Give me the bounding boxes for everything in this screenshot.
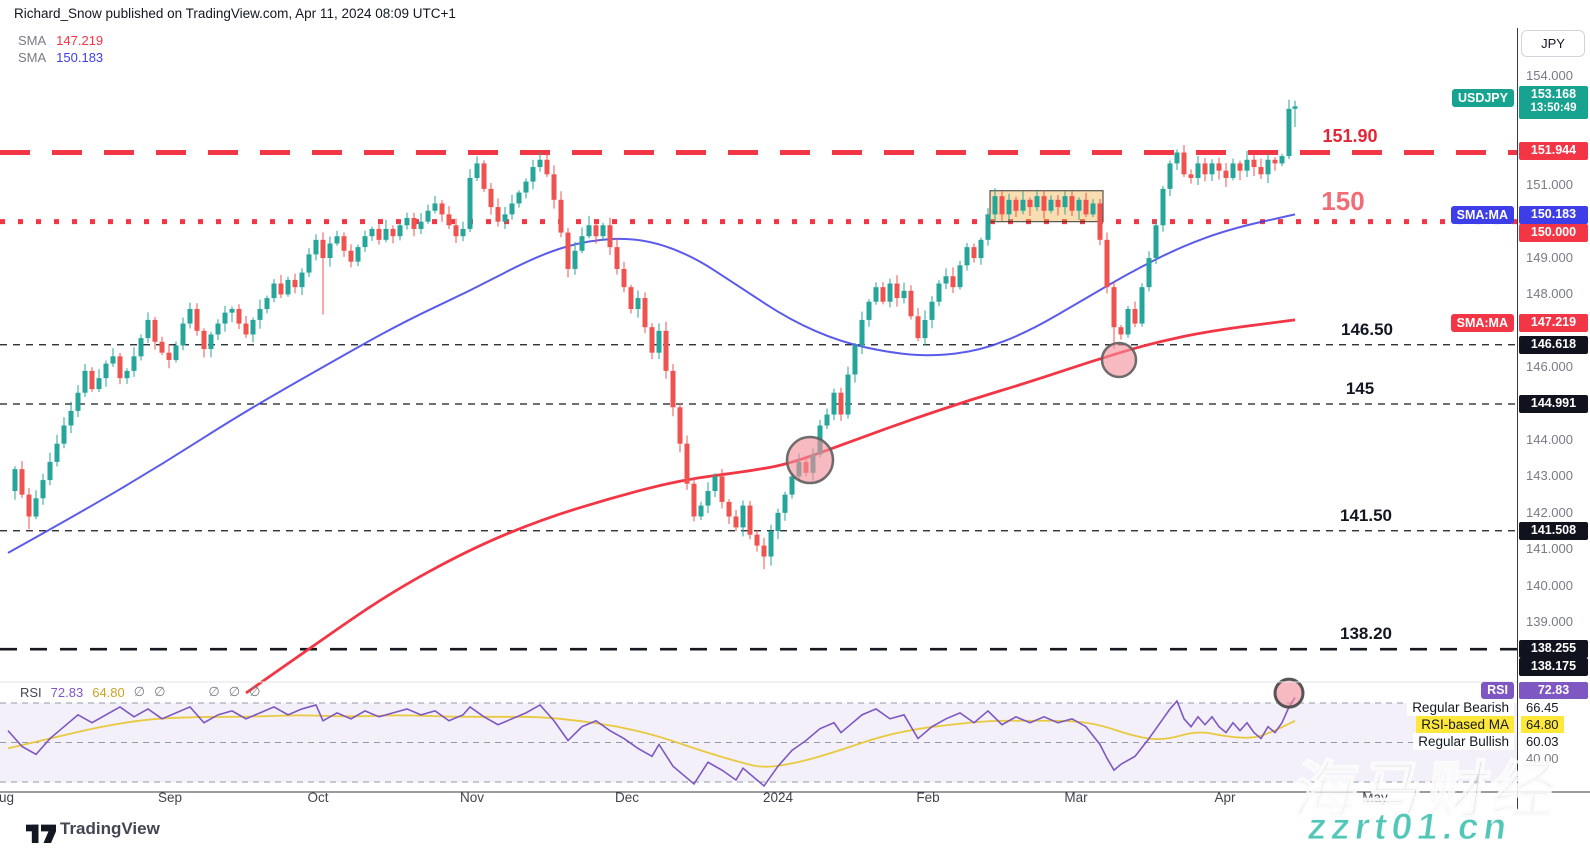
time-label-Oct: Oct xyxy=(307,790,329,805)
series-tag-RSI: RSI xyxy=(1481,682,1514,699)
rsi-row-value-3: 40.00 xyxy=(1526,751,1559,766)
level-label-150: 150 xyxy=(1321,185,1365,216)
sma-fast-value: 147.219 xyxy=(56,33,104,48)
series-tag-SMA:MA: SMA:MA xyxy=(1450,205,1514,224)
time-label-Apr: Apr xyxy=(1214,790,1236,805)
rsi-legend[interactable]: RSI 72.83 64.80 ∅ ∅ ∅ ∅ ∅ xyxy=(20,684,260,700)
rsi-legend-value-4: ∅ xyxy=(154,684,166,699)
price-badge-153.168: 153.168 13:50:49 xyxy=(1519,85,1588,119)
highlight-circle-0[interactable] xyxy=(785,435,835,485)
price-badge-151.944: 151.944 xyxy=(1519,141,1588,160)
price-tick-148.000: 148.000 xyxy=(1526,286,1573,302)
rsi-row-label-0: Regular Bearish xyxy=(1407,699,1514,716)
level-label-146.50: 146.50 xyxy=(1341,319,1393,339)
rsi-row-value-0: 66.45 xyxy=(1526,700,1559,715)
time-label-Sep: Sep xyxy=(157,790,183,805)
highlight-circle-1[interactable] xyxy=(1100,341,1138,379)
rsi-legend-value-3: ∅ xyxy=(133,684,146,699)
price-badge-150.000: 150.000 xyxy=(1519,223,1588,242)
series-tag-SMA:MA: SMA:MA xyxy=(1450,313,1514,332)
rsi-line[interactable] xyxy=(7,696,1296,788)
price-tick-151.000: 151.000 xyxy=(1526,177,1573,193)
candles-layer xyxy=(12,99,1298,570)
tradingview-logo-icon[interactable] xyxy=(26,820,56,851)
time-label-Aug: Aug xyxy=(0,790,15,805)
price-badge-150.183: 150.183 xyxy=(1519,205,1588,224)
time-label-May: May xyxy=(1362,790,1388,805)
rsi-legend-value-6: ∅ xyxy=(228,684,241,699)
level-label-145: 145 xyxy=(1345,378,1375,398)
currency-button[interactable]: JPY xyxy=(1521,30,1585,57)
rsi-row-value-2: 60.03 xyxy=(1526,734,1559,749)
countdown: 13:50:49 xyxy=(1530,101,1577,114)
publish-byline: Richard_Snow published on TradingView.co… xyxy=(14,6,456,21)
price-tick-139.000: 139.000 xyxy=(1526,614,1573,630)
rsi-legend-value-5: ∅ xyxy=(208,684,220,699)
time-label-Mar: Mar xyxy=(1064,790,1088,805)
price-tick-142.000: 142.000 xyxy=(1526,504,1573,520)
sma-200-line[interactable] xyxy=(245,318,1296,695)
price-tick-144.000: 144.000 xyxy=(1526,432,1573,448)
sma-slow-label: SMA xyxy=(18,50,47,65)
price-tick-154.000: 154.000 xyxy=(1526,68,1573,84)
rsi-legend-value-2: 64.80 xyxy=(92,684,125,700)
time-label-Dec: Dec xyxy=(614,790,640,805)
price-tick-146.000: 146.000 xyxy=(1526,359,1573,375)
tradingview-wordmark[interactable]: TradingView xyxy=(60,819,160,838)
rsi-ma-line[interactable] xyxy=(7,714,1296,768)
rsi-highlight-circle[interactable] xyxy=(1273,677,1305,709)
price-badge-138.255: 138.255 xyxy=(1519,640,1588,659)
price-tick-149.000: 149.000 xyxy=(1526,250,1573,266)
price-badge-146.618: 146.618 xyxy=(1519,335,1588,354)
rsi-row-value-1: 64.80 xyxy=(1521,716,1564,733)
time-label-2024: 2024 xyxy=(762,790,794,805)
price-tick-143.000: 143.000 xyxy=(1526,468,1573,484)
rsi-legend-value-7: ∅ xyxy=(249,684,261,699)
price-tick-140.000: 140.000 xyxy=(1526,577,1573,593)
price-badge-138.175: 138.175 xyxy=(1519,658,1588,677)
rsi-value-badge: 72.83 xyxy=(1519,682,1588,699)
time-label-Feb: Feb xyxy=(916,790,940,805)
level-label-141.50: 141.50 xyxy=(1340,505,1392,525)
legend-sma-fast[interactable]: SMA 147.219 xyxy=(18,33,103,48)
legend-sma-slow[interactable]: SMA 150.183 xyxy=(18,50,103,65)
watermark-url: zzrt01.cn xyxy=(1305,806,1515,848)
price-badge-147.219: 147.219 xyxy=(1519,313,1588,332)
rsi-row-label-2: Regular Bullish xyxy=(1413,733,1514,750)
sma-fast-label: SMA xyxy=(18,33,47,48)
price-badge-141.508: 141.508 xyxy=(1519,521,1588,540)
level-label-151.90: 151.90 xyxy=(1322,126,1378,147)
sma-50-line[interactable] xyxy=(7,213,1296,554)
time-label-Nov: Nov xyxy=(459,790,485,805)
price-badge-144.991: 144.991 xyxy=(1519,394,1588,413)
rsi-legend-value-1: 72.83 xyxy=(50,684,84,700)
level-label-138.20: 138.20 xyxy=(1340,624,1392,644)
series-tag-USDJPY: USDJPY xyxy=(1451,88,1514,107)
rsi-row-label-1: RSI-based MA xyxy=(1416,716,1514,733)
sma-slow-value: 150.183 xyxy=(56,50,104,65)
rsi-legend-title: RSI xyxy=(20,684,42,700)
price-tick-141.000: 141.000 xyxy=(1526,541,1573,557)
